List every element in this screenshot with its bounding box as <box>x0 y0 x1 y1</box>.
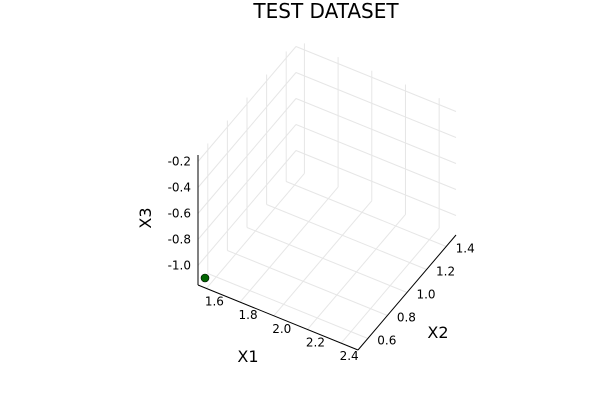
tick-layer: 1.6 1.8 2.0 2.2 2.4 0.60.81.01.21.4 -0.2 -0.4 -0… <box>168 155 475 364</box>
x2-tick-label: 0.8 <box>397 311 416 325</box>
x1-tick-label: 1.6 <box>205 294 224 308</box>
x3-grid-line-back <box>295 46 457 112</box>
x3-grid-line-side <box>197 46 297 162</box>
x2-grid-line-floor <box>286 181 447 247</box>
x3-grid-line-side <box>197 150 297 266</box>
x2-axis-line <box>357 234 457 351</box>
x1-tick-label: 2.0 <box>272 322 291 336</box>
x2-tick-label: 0.6 <box>377 334 396 348</box>
x1-tick-label: 1.8 <box>239 308 258 322</box>
x2-axis-title: X2 <box>427 323 448 342</box>
x3-tick-label: -1.0 <box>168 259 191 273</box>
x2-tick-label: 1.2 <box>436 265 455 279</box>
x3-grid-line-side <box>197 124 297 240</box>
x1-tick-label: 2.2 <box>306 335 325 349</box>
x1-axis-title: X1 <box>237 347 258 366</box>
x3-tick-label: -0.8 <box>168 233 191 247</box>
axis-layer <box>197 155 457 351</box>
grid-layer <box>197 43 457 344</box>
x3-tick-label: -0.2 <box>168 155 191 169</box>
x3-grid-line-back <box>295 150 457 216</box>
x3-tick-label: -0.4 <box>168 181 191 195</box>
x1-axis-line <box>197 284 359 351</box>
x1-tick-label: 2.4 <box>340 349 359 363</box>
x3-axis-title: X3 <box>136 207 155 228</box>
x3-grid-line-back <box>295 98 457 164</box>
x3-grid-line-back <box>295 72 457 138</box>
x2-grid-line-floor <box>266 204 427 270</box>
chart-title: TEST DATASET <box>252 0 399 23</box>
x2-grid-line-floor <box>207 273 368 339</box>
x2-tick-label: 1.4 <box>456 242 475 256</box>
x3-grid-line-side <box>197 98 297 214</box>
x2-tick-label: 1.0 <box>416 288 435 302</box>
data-point <box>200 273 210 283</box>
x2-grid-line-floor <box>227 250 388 316</box>
x3-grid-line-back <box>295 124 457 190</box>
x3-tick-label: -0.6 <box>168 207 191 221</box>
point-layer <box>200 273 210 283</box>
x3-grid-line-side <box>197 72 297 188</box>
x2-grid-line-floor <box>246 227 408 293</box>
